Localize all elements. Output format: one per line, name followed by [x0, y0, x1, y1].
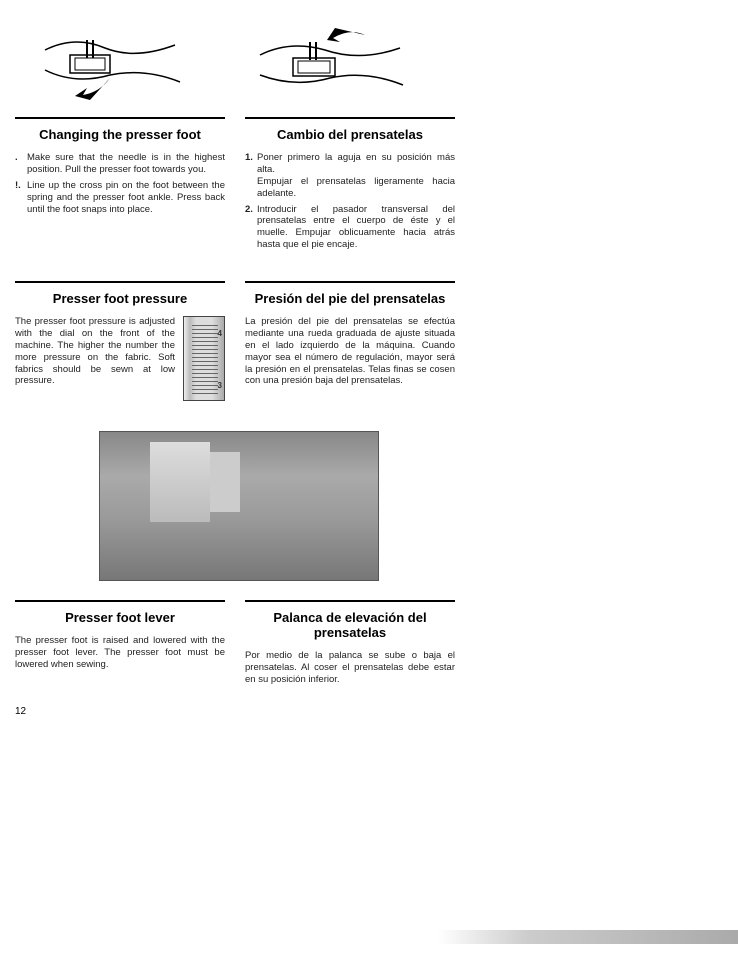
instruction-text: Poner primero la aguja en su posición má…: [257, 152, 455, 175]
section-presser-foot-lever: Presser foot lever The presser foot is r…: [15, 596, 463, 686]
illustration-row: [15, 20, 463, 105]
item-number: 2.: [245, 204, 253, 216]
item-number: 1.: [245, 152, 253, 164]
heading-changing-presser-foot: Changing the presser foot: [15, 127, 225, 142]
divider: [15, 600, 225, 602]
heading-presser-foot-pressure: Presser foot pressure: [15, 291, 225, 306]
dial-number: 3: [218, 381, 222, 390]
body-text: Por medio de la palanca se sube o baja e…: [245, 650, 455, 686]
column-english: Changing the presser foot .Make sure tha…: [15, 113, 225, 255]
instruction-item: 1. Poner primero la aguja en su posición…: [245, 152, 455, 200]
instruction-item: !.Line up the cross pin on the foot betw…: [15, 180, 225, 216]
heading-palanca-elevacion: Palanca de elevación del prensatelas: [245, 610, 455, 640]
divider: [245, 117, 455, 119]
presser-foot-lever-photo: [99, 431, 379, 581]
column-spanish: Presión del pie del prensatelas La presi…: [245, 277, 455, 401]
divider: [15, 281, 225, 283]
pressure-dial-image: 4 3: [183, 316, 225, 401]
scan-shadow: [438, 930, 738, 944]
column-english: Presser foot lever The presser foot is r…: [15, 596, 225, 686]
body-text: The presser foot is raised and lowered w…: [15, 635, 225, 671]
instruction-text: Introducir el pasador transversal del pr…: [257, 204, 455, 251]
presser-foot-illustration-left: [15, 20, 195, 105]
heading-cambio-prensatelas: Cambio del prensatelas: [245, 127, 455, 142]
section-presser-foot-pressure: Presser foot pressure The presser foot p…: [15, 277, 463, 401]
column-spanish: Palanca de elevación del prensatelas Por…: [245, 596, 455, 686]
dial-number: 4: [218, 329, 222, 338]
divider: [245, 281, 455, 283]
body-text: The presser foot pressure is adjusted wi…: [15, 316, 175, 387]
instruction-text: Make sure that the needle is in the high…: [27, 152, 225, 175]
heading-presion-pie: Presión del pie del prensatelas: [245, 291, 455, 306]
instruction-text: Empujar el prensatelas ligeramente hacia…: [257, 176, 455, 199]
column-english: Presser foot pressure The presser foot p…: [15, 277, 225, 401]
manual-page: Changing the presser foot .Make sure tha…: [0, 0, 478, 717]
column-spanish: Cambio del prensatelas 1. Poner primero …: [245, 113, 455, 255]
instruction-text: Line up the cross pin on the foot betwee…: [27, 180, 225, 215]
instruction-item: 2. Introducir el pasador transversal del…: [245, 204, 455, 252]
divider: [245, 600, 455, 602]
divider: [15, 117, 225, 119]
instruction-item: .Make sure that the needle is in the hig…: [15, 152, 225, 176]
page-number: 12: [15, 706, 463, 717]
section-changing-presser-foot: Changing the presser foot .Make sure tha…: [15, 113, 463, 255]
heading-presser-foot-lever: Presser foot lever: [15, 610, 225, 625]
presser-foot-illustration-right: [235, 20, 415, 105]
body-text: La presión del pie del prensatelas se ef…: [245, 316, 455, 387]
